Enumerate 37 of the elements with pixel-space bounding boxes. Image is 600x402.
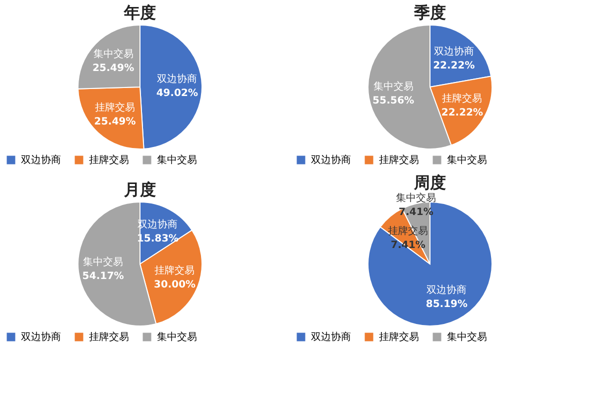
chart-title: 周度: [413, 172, 446, 192]
data-label: 30.00%: [154, 279, 196, 290]
slice-label: 挂牌交易: [154, 264, 195, 276]
data-label: 7.41%: [390, 240, 426, 251]
legend-label: 集中交易: [447, 331, 487, 343]
slice-label: 挂牌交易: [94, 101, 135, 114]
legend-label: 集中交易: [157, 154, 197, 166]
data-label: 85.19%: [426, 299, 468, 310]
chart-title: 年度: [123, 3, 156, 22]
legend-label: 双边协商: [21, 331, 61, 343]
data-label: 49.02%: [156, 88, 198, 99]
data-label: 25.49%: [94, 116, 136, 128]
legend-label: 双边协商: [311, 154, 351, 166]
legend-label: 挂牌交易: [379, 331, 419, 343]
data-label: 25.49%: [92, 63, 134, 74]
legend-label: 双边协商: [311, 331, 351, 343]
pie-slice: [368, 202, 492, 326]
legend-label: 挂牌交易: [89, 331, 129, 343]
slice-label: 双边协商: [434, 46, 474, 58]
slice-label: 集中交易: [83, 256, 124, 268]
legend-label: 集中交易: [447, 154, 487, 166]
legend-label: 挂牌交易: [89, 154, 129, 166]
slice-label: 双边协商: [426, 284, 467, 296]
legend-label: 集中交易: [157, 331, 197, 343]
data-label: 22.22%: [433, 60, 475, 72]
slice-label: 集中交易: [93, 48, 134, 60]
slice-label: 集中交易: [373, 80, 414, 92]
legend-label: 挂牌交易: [379, 154, 419, 166]
data-label: 22.22%: [441, 108, 484, 119]
legend-label: 双边协商: [21, 154, 61, 166]
data-label: 54.17%: [82, 270, 124, 282]
data-label: 55.56%: [372, 95, 414, 106]
chart-title: 季度: [413, 3, 446, 22]
chart-title: 月度: [123, 180, 156, 199]
slice-label: 集中交易: [396, 192, 436, 204]
slice-label: 挂牌交易: [442, 92, 482, 105]
slice-label: 双边协商: [157, 72, 198, 85]
